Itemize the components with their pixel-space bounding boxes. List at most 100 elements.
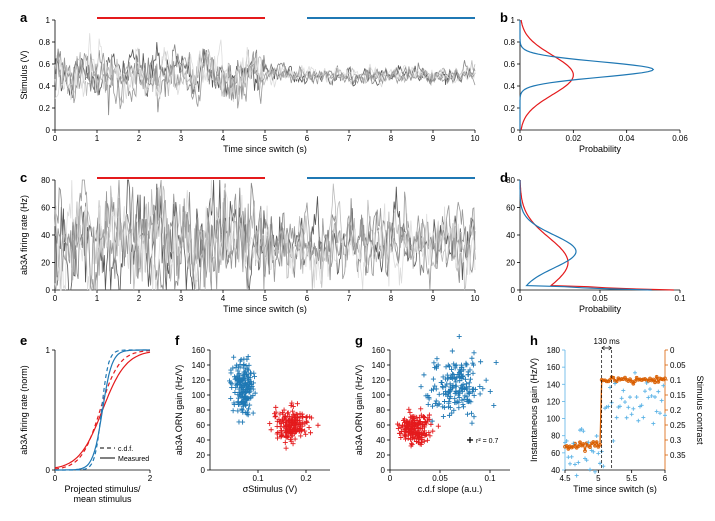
panel-a: 01234567891000.20.40.60.81Time since swi… bbox=[19, 16, 480, 154]
svg-text:0.02: 0.02 bbox=[566, 134, 582, 143]
svg-text:0.05: 0.05 bbox=[670, 361, 686, 370]
svg-text:d: d bbox=[500, 170, 508, 185]
svg-text:60: 60 bbox=[196, 421, 205, 430]
svg-text:20: 20 bbox=[41, 259, 50, 268]
svg-text:40: 40 bbox=[376, 436, 385, 445]
svg-text:160: 160 bbox=[372, 346, 386, 355]
panel-g: 00.050.1020406080100120140160c.d.f slope… bbox=[354, 334, 510, 494]
panel-f: 0.10.2020406080100120140160σStimulus (V)… bbox=[174, 346, 330, 494]
svg-text:7: 7 bbox=[347, 294, 352, 303]
svg-text:3: 3 bbox=[179, 294, 184, 303]
svg-text:0: 0 bbox=[53, 294, 58, 303]
svg-text:60: 60 bbox=[376, 421, 385, 430]
svg-text:100: 100 bbox=[192, 391, 206, 400]
svg-text:0: 0 bbox=[670, 346, 675, 355]
svg-text:2: 2 bbox=[137, 134, 142, 143]
svg-text:0.05: 0.05 bbox=[592, 294, 608, 303]
svg-text:a: a bbox=[20, 10, 28, 25]
svg-text:c.d.f slope (a.u.): c.d.f slope (a.u.) bbox=[418, 484, 483, 494]
svg-text:0.8: 0.8 bbox=[39, 38, 51, 47]
svg-text:0.3: 0.3 bbox=[670, 436, 682, 445]
svg-text:r² = 0.7: r² = 0.7 bbox=[476, 438, 498, 445]
svg-text:0.6: 0.6 bbox=[39, 60, 51, 69]
svg-text:9: 9 bbox=[431, 294, 436, 303]
svg-text:140: 140 bbox=[547, 380, 561, 389]
svg-text:1: 1 bbox=[511, 16, 516, 25]
svg-text:20: 20 bbox=[196, 451, 205, 460]
svg-text:h: h bbox=[530, 333, 538, 348]
svg-text:5.5: 5.5 bbox=[626, 474, 638, 483]
svg-text:4.5: 4.5 bbox=[559, 474, 571, 483]
panel-h: 406080100120140160180Instantaneous gain … bbox=[529, 337, 705, 494]
svg-text:9: 9 bbox=[431, 134, 436, 143]
svg-text:Measured: Measured bbox=[118, 456, 149, 463]
svg-text:0.1: 0.1 bbox=[674, 294, 686, 303]
svg-text:0: 0 bbox=[201, 466, 206, 475]
svg-text:0.4: 0.4 bbox=[504, 82, 516, 91]
svg-text:ab3A ORN gain (Hz/V): ab3A ORN gain (Hz/V) bbox=[174, 365, 184, 456]
svg-text:120: 120 bbox=[372, 376, 386, 385]
svg-text:100: 100 bbox=[547, 415, 561, 424]
svg-text:2: 2 bbox=[148, 474, 153, 483]
svg-text:120: 120 bbox=[192, 376, 206, 385]
svg-text:0.4: 0.4 bbox=[39, 82, 51, 91]
svg-text:10: 10 bbox=[471, 294, 480, 303]
svg-text:0: 0 bbox=[53, 134, 58, 143]
svg-text:0.8: 0.8 bbox=[504, 38, 516, 47]
svg-text:0: 0 bbox=[518, 294, 523, 303]
svg-text:120: 120 bbox=[547, 397, 561, 406]
svg-text:0.2: 0.2 bbox=[670, 406, 682, 415]
svg-text:10: 10 bbox=[471, 134, 480, 143]
svg-text:Time since switch (s): Time since switch (s) bbox=[223, 304, 307, 314]
svg-text:Probability: Probability bbox=[579, 144, 622, 154]
svg-text:0.05: 0.05 bbox=[432, 474, 448, 483]
svg-text:160: 160 bbox=[192, 346, 206, 355]
svg-text:0.1: 0.1 bbox=[670, 376, 682, 385]
svg-text:180: 180 bbox=[547, 346, 561, 355]
svg-text:Instantaneous gain (Hz/V): Instantaneous gain (Hz/V) bbox=[529, 358, 539, 462]
svg-text:0: 0 bbox=[511, 286, 516, 295]
svg-text:0: 0 bbox=[46, 466, 51, 475]
svg-text:Probability: Probability bbox=[579, 304, 622, 314]
svg-text:0: 0 bbox=[388, 474, 393, 483]
svg-text:4: 4 bbox=[221, 294, 226, 303]
panel-b: 00.020.040.0600.20.40.60.81Probability bbox=[504, 16, 688, 154]
svg-text:Projected stimulus/: Projected stimulus/ bbox=[64, 484, 141, 494]
svg-text:2: 2 bbox=[137, 294, 142, 303]
svg-text:c: c bbox=[20, 170, 27, 185]
svg-text:100: 100 bbox=[372, 391, 386, 400]
svg-text:5: 5 bbox=[596, 474, 601, 483]
panel-e: 0201Projected stimulus/mean stimulusab3A… bbox=[19, 346, 153, 504]
svg-text:0.2: 0.2 bbox=[504, 104, 516, 113]
svg-text:5: 5 bbox=[263, 294, 268, 303]
svg-text:40: 40 bbox=[506, 231, 515, 240]
svg-text:0.1: 0.1 bbox=[484, 474, 496, 483]
svg-text:160: 160 bbox=[547, 363, 561, 372]
svg-text:8: 8 bbox=[389, 294, 394, 303]
svg-text:80: 80 bbox=[196, 406, 205, 415]
svg-text:0.25: 0.25 bbox=[670, 421, 686, 430]
svg-text:c.d.f.: c.d.f. bbox=[118, 446, 133, 453]
svg-text:0.6: 0.6 bbox=[504, 60, 516, 69]
svg-text:130 ms: 130 ms bbox=[594, 337, 620, 346]
svg-text:3: 3 bbox=[179, 134, 184, 143]
svg-text:0: 0 bbox=[381, 466, 386, 475]
svg-text:0.06: 0.06 bbox=[672, 134, 688, 143]
svg-text:Time since switch (s): Time since switch (s) bbox=[573, 484, 657, 494]
svg-text:6: 6 bbox=[663, 474, 668, 483]
svg-text:40: 40 bbox=[196, 436, 205, 445]
panel-c: 012345678910020406080Time since switch (… bbox=[19, 176, 480, 314]
svg-text:40: 40 bbox=[41, 231, 50, 240]
svg-text:mean stimulus: mean stimulus bbox=[73, 494, 132, 504]
svg-text:f: f bbox=[175, 333, 180, 348]
svg-text:60: 60 bbox=[551, 449, 560, 458]
svg-text:0: 0 bbox=[46, 126, 51, 135]
svg-text:140: 140 bbox=[192, 361, 206, 370]
svg-text:1: 1 bbox=[46, 16, 51, 25]
svg-text:20: 20 bbox=[506, 259, 515, 268]
svg-text:0: 0 bbox=[511, 126, 516, 135]
svg-text:0: 0 bbox=[46, 286, 51, 295]
svg-text:Stimulus (V): Stimulus (V) bbox=[19, 50, 29, 99]
svg-text:80: 80 bbox=[551, 432, 560, 441]
svg-text:0.2: 0.2 bbox=[39, 104, 51, 113]
